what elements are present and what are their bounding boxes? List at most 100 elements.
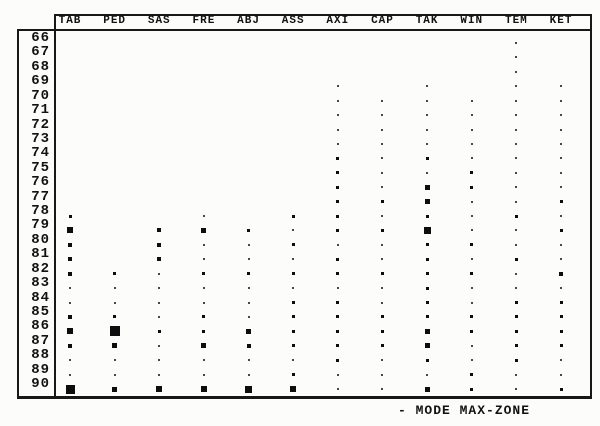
dot-tem-71 [515, 114, 518, 117]
row-label-88: 88 [31, 347, 50, 364]
dot-win-88 [470, 359, 473, 362]
dot-abj-89 [247, 373, 250, 376]
dot-ass-83 [292, 287, 295, 290]
dot-ket-87 [559, 344, 563, 348]
dot-tem-76 [515, 186, 518, 189]
dot-win-71 [470, 114, 473, 117]
dot-sas-80 [157, 242, 162, 247]
dot-sas-85 [158, 315, 161, 318]
plot-right-border [590, 14, 592, 399]
dot-tab-80 [68, 242, 72, 247]
dot-cap-89 [381, 373, 384, 376]
dot-ass-88 [292, 359, 295, 362]
dot-axi-80 [336, 243, 339, 246]
dot-cap-78 [381, 215, 384, 218]
dot-ass-79 [292, 229, 295, 232]
dot-win-89 [470, 373, 474, 377]
dot-ket-81 [560, 258, 563, 261]
dot-tak-78 [425, 214, 429, 218]
dot-tem-80 [515, 243, 518, 246]
dot-tem-75 [515, 171, 518, 174]
row-label-68: 68 [31, 58, 50, 75]
dot-cap-81 [381, 258, 384, 261]
dot-tab-79 [67, 227, 73, 234]
dot-ket-77 [559, 200, 563, 204]
dot-tab-87 [68, 343, 72, 348]
dot-cap-76 [381, 186, 384, 189]
row-label-89: 89 [31, 361, 50, 378]
dot-tak-84 [425, 301, 429, 305]
dot-tem-87 [514, 344, 518, 348]
dot-fre-88 [202, 359, 205, 362]
dot-abj-88 [247, 359, 250, 362]
dot-tem-81 [514, 257, 518, 261]
dot-ket-85 [559, 315, 563, 319]
row-label-78: 78 [31, 203, 50, 220]
dot-cap-83 [381, 287, 384, 290]
dot-axi-86 [336, 329, 340, 333]
dot-ket-82 [559, 271, 564, 276]
dot-ket-89 [560, 373, 563, 376]
ylabel-separator [54, 14, 56, 399]
dot-abj-87 [246, 343, 251, 348]
dot-tak-80 [425, 243, 429, 247]
row-label-77: 77 [31, 188, 50, 205]
dot-fre-84 [202, 301, 205, 304]
dot-axi-90 [336, 388, 339, 391]
dot-tab-78 [68, 214, 72, 218]
dot-tem-66 [515, 42, 518, 44]
dot-ass-89 [291, 373, 295, 377]
column-header-fre: FRE [192, 15, 216, 27]
dot-tem-89 [515, 373, 518, 376]
dot-win-81 [470, 258, 473, 261]
row-label-70: 70 [31, 87, 50, 104]
dot-ped-82 [113, 272, 117, 276]
dot-sas-84 [158, 301, 161, 304]
row-label-66: 66 [31, 30, 50, 46]
column-header-tem: TEM [504, 15, 528, 27]
dot-sas-89 [158, 373, 161, 376]
dot-tem-72 [515, 128, 518, 131]
dot-win-82 [470, 272, 474, 276]
dot-ass-86 [291, 329, 295, 333]
column-header-ket: KET [549, 15, 573, 27]
dot-win-78 [470, 215, 473, 218]
plot-bottom-border [17, 396, 592, 399]
dot-win-75 [470, 171, 474, 175]
column-header-sas: SAS [147, 15, 171, 27]
dot-axi-83 [336, 287, 339, 290]
dot-tem-82 [515, 272, 518, 275]
dot-tem-70 [515, 99, 518, 102]
dot-axi-87 [336, 344, 340, 348]
dot-tak-90 [424, 386, 430, 392]
dot-ped-83 [113, 287, 116, 290]
dot-abj-82 [247, 272, 251, 276]
dot-win-87 [470, 344, 473, 347]
dot-cap-87 [380, 344, 384, 348]
column-header-ass: ASS [281, 15, 305, 27]
dot-win-83 [470, 287, 473, 290]
column-header-axi: AXI [326, 15, 350, 27]
dot-cap-75 [381, 171, 384, 174]
dot-sas-86 [157, 329, 161, 333]
dot-axi-76 [336, 185, 340, 189]
dot-axi-89 [336, 373, 339, 376]
dot-tem-79 [515, 229, 518, 232]
dot-tab-83 [69, 287, 71, 290]
dot-ket-78 [560, 215, 563, 218]
row-label-75: 75 [31, 159, 50, 176]
row-label-69: 69 [31, 73, 50, 90]
dot-ass-82 [291, 272, 295, 276]
dot-ket-73 [560, 142, 563, 145]
row-label-87: 87 [31, 332, 50, 349]
dot-win-80 [470, 243, 474, 247]
dot-tab-89 [69, 373, 71, 376]
dot-ket-86 [559, 329, 563, 333]
row-label-80: 80 [31, 231, 50, 248]
dot-win-73 [470, 142, 473, 145]
dot-tem-90 [515, 388, 518, 391]
column-header-tak: TAK [415, 15, 439, 27]
dot-ket-88 [560, 359, 563, 362]
dot-axi-77 [336, 200, 340, 204]
dot-tak-75 [426, 171, 429, 174]
